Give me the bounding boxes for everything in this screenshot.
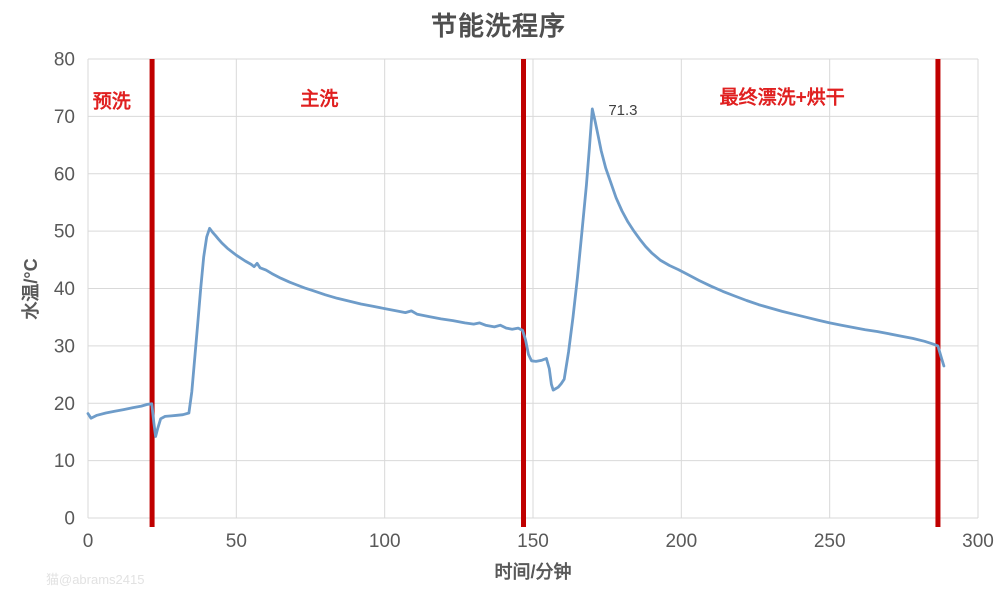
y-tick-label: 10 [54, 451, 75, 472]
series-line [86, 107, 946, 438]
x-axis-title: 时间/分钟 [494, 562, 572, 582]
y-tick-label: 70 [54, 107, 75, 128]
y-tick-label: 0 [64, 509, 75, 530]
x-tick-label: 150 [517, 531, 549, 552]
y-tick-label: 60 [54, 164, 75, 185]
phase-label: 主洗 [300, 87, 338, 110]
y-tick-label: 80 [54, 50, 75, 71]
x-tick-label: 200 [665, 531, 697, 552]
y-tick-label: 20 [54, 394, 75, 415]
phase-label: 最终漂洗+烘干 [720, 85, 845, 108]
y-tick-label: 30 [54, 336, 75, 357]
x-tick-label: 50 [226, 531, 247, 552]
chart-title: 节能洗程序 [430, 11, 566, 41]
peak-annotation: 71.3 [608, 102, 637, 119]
y-tick-label: 40 [54, 279, 75, 300]
x-tick-label: 300 [962, 531, 994, 552]
x-tick-label: 250 [814, 531, 846, 552]
x-tick-label: 100 [369, 531, 401, 552]
y-tick-label: 50 [54, 222, 75, 243]
x-tick-label: 0 [83, 531, 94, 552]
phase-label: 预洗 [93, 89, 131, 112]
watermark: 猫@abrams2415 [46, 572, 145, 587]
